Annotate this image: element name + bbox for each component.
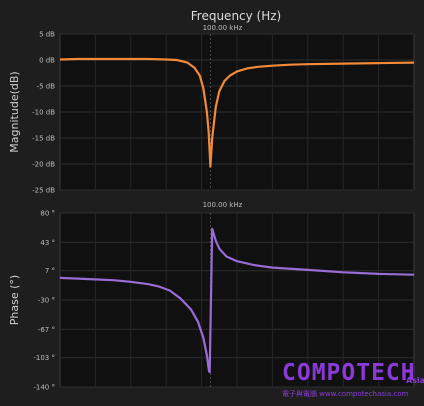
chart-title: Frequency (Hz) bbox=[191, 9, 282, 23]
ph-y-tick-label: -103 ° bbox=[33, 354, 55, 362]
magnitude-panel: 5 dB 0 dB -5 dB -10 dB -15 dB -20 dB -25 dB 10… bbox=[8, 24, 415, 195]
mag-y-tick-label: -15 dB bbox=[32, 135, 55, 143]
mag-y-tick-label: -10 dB bbox=[32, 109, 55, 117]
magnitude-marker-label: 100.00 kHz bbox=[203, 24, 243, 32]
compotech-watermark-subtitle: 電子與電腦 www.compotechasia.com bbox=[282, 390, 409, 398]
phase-y-ticks: 80 ° 43 ° 7 ° -30 ° -67 ° -103 ° -140 ° bbox=[33, 210, 55, 392]
mag-y-tick-label: 0 dB bbox=[39, 57, 55, 65]
ph-y-tick-label: -30 ° bbox=[38, 297, 55, 305]
magnitude-series-line bbox=[59, 57, 415, 168]
mag-y-tick-label: 5 dB bbox=[39, 31, 55, 39]
ph-y-tick-label: -67 ° bbox=[38, 326, 55, 334]
magnitude-grid bbox=[60, 33, 414, 191]
ph-y-tick-label: 80 ° bbox=[40, 210, 55, 218]
mag-y-tick-label: -25 dB bbox=[32, 187, 55, 195]
mag-y-tick-label: -20 dB bbox=[32, 161, 55, 169]
magnitude-y-axis-label: Magnitude(dB) bbox=[8, 71, 21, 152]
ph-y-tick-label: -140 ° bbox=[33, 384, 55, 392]
ph-y-tick-label: 43 ° bbox=[40, 239, 55, 247]
magnitude-y-ticks: 5 dB 0 dB -5 dB -10 dB -15 dB -20 dB -25 dB bbox=[32, 31, 55, 195]
phase-y-axis-label: Phase (°) bbox=[8, 275, 21, 325]
compotech-watermark-suffix: Asia bbox=[406, 376, 424, 385]
phase-series-line bbox=[59, 227, 415, 374]
phase-panel: 80 ° 43 ° 7 ° -30 ° -67 ° -103 ° -140 ° 100.00… bbox=[8, 201, 415, 392]
mag-y-tick-label: -5 dB bbox=[37, 83, 56, 91]
phase-grid bbox=[60, 212, 414, 388]
phase-marker-label: 100.00 kHz bbox=[203, 201, 243, 209]
compotech-watermark: COMPOTECH bbox=[282, 360, 416, 386]
ph-y-tick-label: 7 ° bbox=[45, 267, 55, 275]
